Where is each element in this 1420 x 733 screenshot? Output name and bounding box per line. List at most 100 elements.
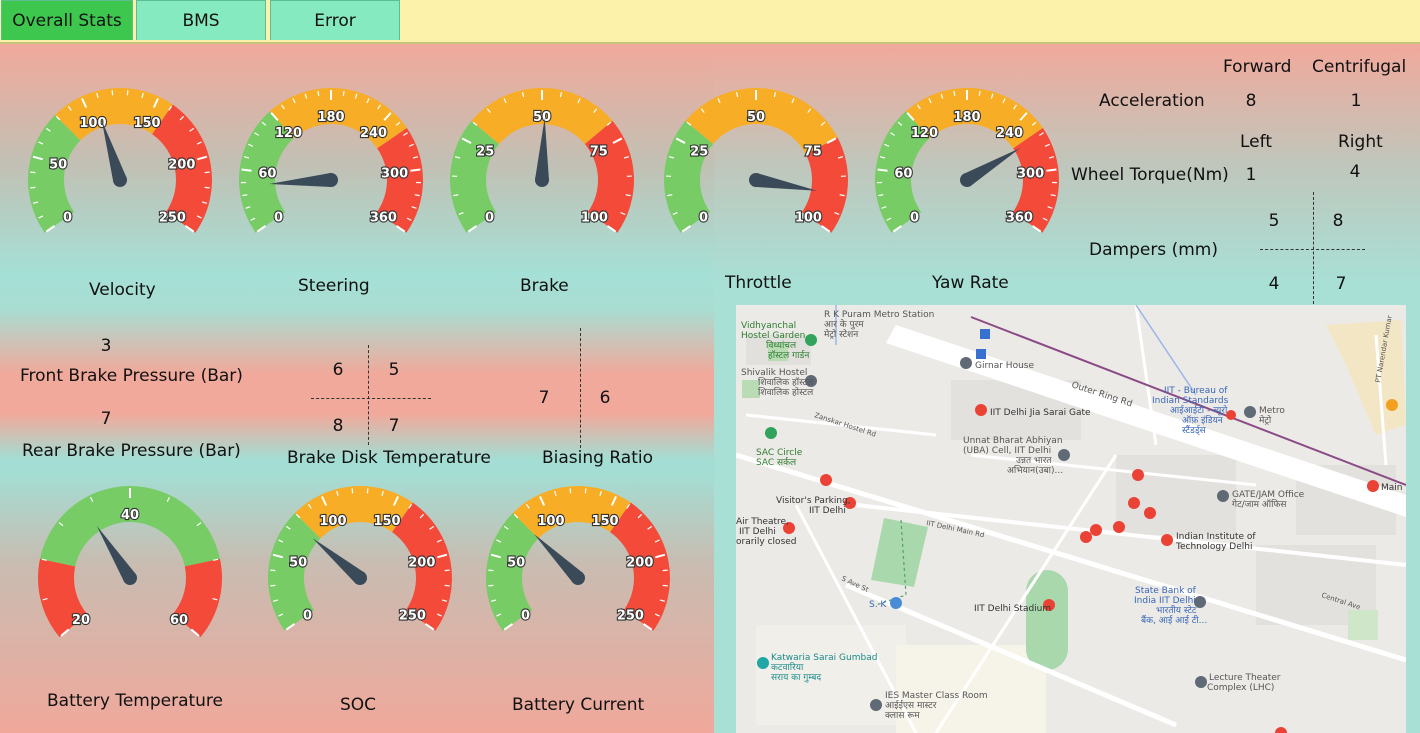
brake-disk-divider-horizontal	[311, 398, 431, 399]
gauge-tick-label: 200	[626, 555, 653, 570]
map-label[interactable]: Katwaria Sarai Gumbad	[771, 653, 877, 663]
map-label[interactable]: (UBA) Cell, IIT Delhi	[963, 446, 1051, 456]
map-label[interactable]: Vidhyanchal	[741, 321, 796, 331]
centrifugal-label: Centrifugal	[1312, 57, 1407, 77]
gauge-tick	[454, 156, 461, 159]
gauge-tick	[285, 623, 296, 631]
map-label[interactable]: बैंक, आई आई टी...	[1141, 614, 1207, 626]
map-label[interactable]: SAC सर्कल	[756, 456, 797, 468]
gauge-tick-label: 50	[49, 157, 67, 172]
map-label[interactable]: IIT - Bureau of	[1164, 386, 1228, 396]
gauge-tick	[38, 141, 44, 145]
map-label[interactable]: कटवारिया	[771, 661, 804, 673]
gauge-tick	[878, 194, 884, 197]
gauge-tick	[429, 525, 435, 530]
map-label[interactable]: Technology Delhi	[1175, 542, 1252, 552]
map-label[interactable]: Shivalik Hostel	[741, 368, 807, 378]
gauge-tick-label: 200	[408, 555, 435, 570]
gauge-tick	[928, 98, 932, 104]
map-label[interactable]: शिवालिक हॉस्टल	[758, 376, 814, 388]
gauge-tick-label: 0	[910, 211, 919, 226]
gauge-tick-label: 250	[159, 211, 186, 226]
gauge-tick-label: 100	[581, 211, 608, 226]
map-label[interactable]: State Bank of	[1135, 586, 1197, 596]
gauge-tick	[606, 121, 612, 126]
map-label[interactable]: उन्नत भारत	[1016, 456, 1052, 466]
map-label[interactable]: Hostel Garden	[741, 331, 805, 341]
map-label[interactable]: Complex (LHC)	[1207, 683, 1274, 693]
gauge-tick	[441, 599, 448, 602]
gauge-tick	[625, 194, 631, 197]
wheel-torque-label: Wheel Torque(Nm)	[1071, 165, 1229, 185]
map-label[interactable]: मेट्रो	[1259, 414, 1272, 426]
gauge-band	[450, 120, 500, 233]
map-label[interactable]: ऑफ़ इंडियन	[1182, 414, 1224, 426]
gauge-tick-label: 60	[258, 167, 276, 182]
map-label[interactable]: IIT Delhi Jia Sarai Gate	[990, 408, 1091, 418]
map-view[interactable]: R K Puram Metro Station आर के पुरम मेट्र…	[736, 305, 1406, 733]
map-label[interactable]: मेट्रो स्टेशन	[824, 328, 859, 340]
map-label[interactable]: IIT Delhi	[739, 527, 776, 537]
map-label[interactable]: GATE/JAM Office	[1232, 490, 1305, 500]
map-canvas[interactable]: R K Puram Metro Station आर के पुरम मेट्र…	[736, 305, 1406, 733]
gauge-tick	[366, 98, 370, 104]
map-label[interactable]: IIT Delhi Stadium	[974, 604, 1051, 614]
gauge-tick	[647, 525, 653, 530]
gauge-hub	[960, 173, 974, 187]
gauge-tick	[978, 90, 981, 96]
tab-error[interactable]: Error	[270, 0, 400, 40]
map-label[interactable]: Indian Institute of	[1176, 532, 1256, 542]
gauge-tick	[213, 558, 219, 561]
map-label[interactable]: आईआईटी - ब्यूरो	[1170, 404, 1228, 416]
gauge-tick	[403, 132, 408, 136]
map-label[interactable]: स्टैंडर्ड्स	[1182, 424, 1207, 436]
gauge-tick	[791, 98, 795, 104]
gauge-tick	[321, 496, 328, 506]
map-label[interactable]: सराय का गुम्बद	[771, 673, 821, 683]
map-label[interactable]: R K Puram Metro Station	[824, 310, 934, 320]
map-label[interactable]: शिवालिक होस्टल	[758, 386, 814, 398]
map-label[interactable]: India IIT Delhi	[1134, 596, 1196, 606]
map-label[interactable]: अभियान(उबा)...	[1007, 464, 1063, 476]
tab-bms[interactable]: BMS	[136, 0, 266, 40]
map-label[interactable]: Unnat Bharat Abhiyan	[963, 436, 1063, 446]
map-label[interactable]: क्लास रूम	[885, 711, 920, 721]
map-label[interactable]: Indian Standards	[1152, 396, 1229, 406]
damper-rl-value: 4	[1268, 274, 1280, 294]
map-label[interactable]: orarily closed	[736, 537, 797, 547]
map-label[interactable]: Lecture Theater	[1209, 673, 1281, 683]
gauge-tick	[1031, 225, 1042, 233]
tab-overall-stats[interactable]: Overall Stats	[1, 0, 133, 40]
map-label[interactable]: IIT Delhi	[809, 506, 846, 516]
gauge-tick	[655, 553, 666, 559]
gauge-tick	[241, 168, 252, 172]
map-label[interactable]: SAC Circle	[756, 448, 803, 458]
map-label[interactable]: आईईएस मास्टर	[885, 699, 937, 711]
map-label[interactable]: Main G	[1381, 483, 1406, 493]
map-label[interactable]: हॉस्टल गार्डन	[768, 349, 810, 361]
map-label[interactable]: गेट/जाम ऑफिस	[1232, 498, 1287, 510]
map-label[interactable]: विध्यांचल	[766, 339, 797, 351]
gauge-tick	[189, 127, 195, 132]
gauge-tick	[503, 525, 509, 530]
map-label[interactable]: Visitor's Parking,	[776, 496, 851, 506]
map-label[interactable]: भारतीय स्टेट	[1156, 604, 1197, 616]
map-label[interactable]: Air Theatre,	[736, 517, 789, 527]
map-label[interactable]: Girnar House	[975, 361, 1034, 371]
gauge-tick	[201, 201, 208, 204]
gauge-tick-label: 20	[72, 613, 90, 628]
map-label[interactable]: आर के पुरम	[824, 318, 864, 330]
map-label[interactable]: IES Master Class Room	[885, 691, 988, 701]
throttle-gauge: 0 25 50 75 100	[636, 70, 876, 274]
gauge-hub	[123, 571, 137, 585]
map-label[interactable]: Metro	[1259, 406, 1285, 416]
right-label: Right	[1338, 132, 1383, 152]
gauge-band	[294, 486, 413, 539]
map-label[interactable]: S. K	[869, 600, 887, 610]
gauge-needle	[96, 525, 136, 582]
gauge-tick-label: 25	[476, 144, 494, 159]
gauge-tick-label: 50	[507, 555, 525, 570]
gauge-tick-label: 100	[79, 116, 106, 131]
battery-current-gauge: 0 50 100 150 200 250	[458, 468, 698, 672]
biasing-divider	[580, 328, 581, 448]
